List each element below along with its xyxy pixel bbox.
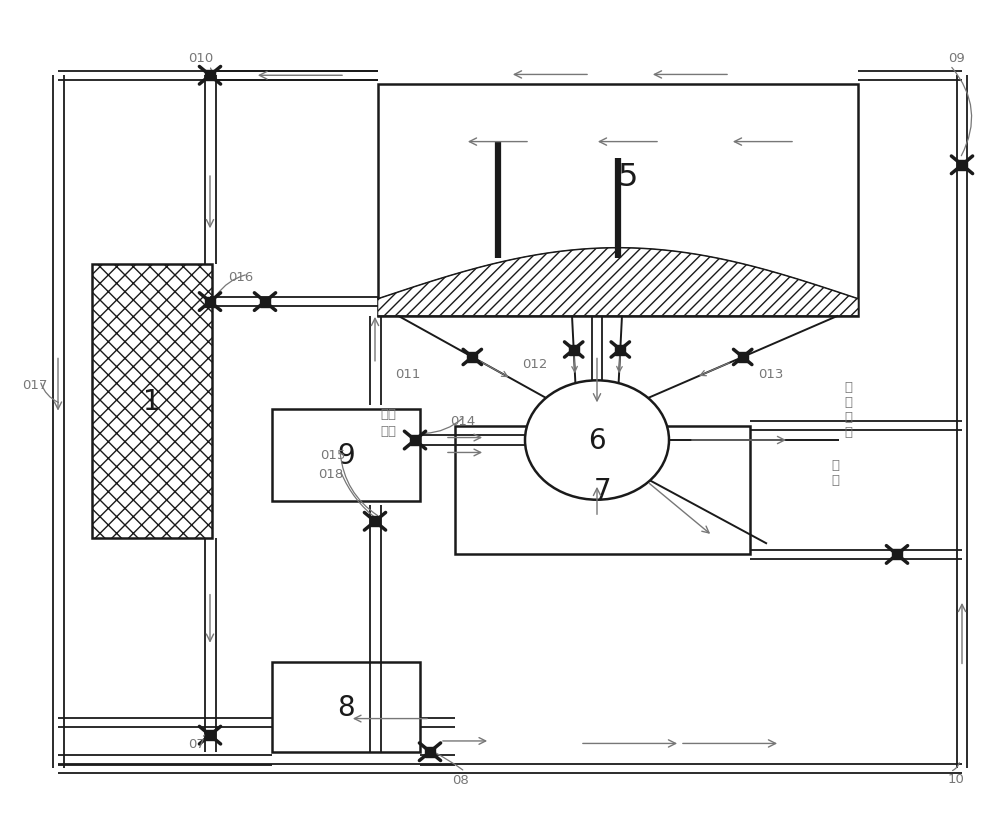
Text: 011: 011 bbox=[395, 368, 420, 381]
Text: 015: 015 bbox=[320, 449, 345, 462]
Text: 喷
淋: 喷 淋 bbox=[831, 458, 839, 486]
Text: 013: 013 bbox=[758, 368, 783, 381]
Text: 6: 6 bbox=[588, 426, 606, 455]
Bar bbox=[92, 265, 212, 538]
Text: 7: 7 bbox=[594, 477, 611, 504]
Text: 09: 09 bbox=[948, 51, 965, 65]
Text: 1: 1 bbox=[143, 388, 161, 416]
Text: 5: 5 bbox=[617, 161, 638, 193]
Text: 氢
氧
化
铝: 氢 氧 化 铝 bbox=[844, 381, 852, 439]
Bar bbox=[272, 662, 420, 752]
Text: 8: 8 bbox=[337, 693, 355, 721]
Text: 012: 012 bbox=[522, 358, 547, 371]
Text: 07: 07 bbox=[188, 737, 205, 750]
Text: 018: 018 bbox=[318, 467, 343, 480]
Text: 10: 10 bbox=[948, 772, 965, 785]
Text: 08: 08 bbox=[452, 773, 469, 787]
Circle shape bbox=[525, 381, 669, 500]
Text: 自来
水源: 自来 水源 bbox=[380, 407, 396, 437]
Bar bbox=[455, 426, 750, 555]
Text: 014: 014 bbox=[450, 414, 475, 427]
Text: 9: 9 bbox=[337, 441, 355, 469]
Bar bbox=[378, 84, 858, 316]
Bar bbox=[272, 410, 420, 501]
Text: 016: 016 bbox=[228, 271, 253, 284]
Text: 010: 010 bbox=[188, 51, 213, 65]
Bar bbox=[92, 265, 212, 538]
Text: 017: 017 bbox=[22, 378, 47, 392]
